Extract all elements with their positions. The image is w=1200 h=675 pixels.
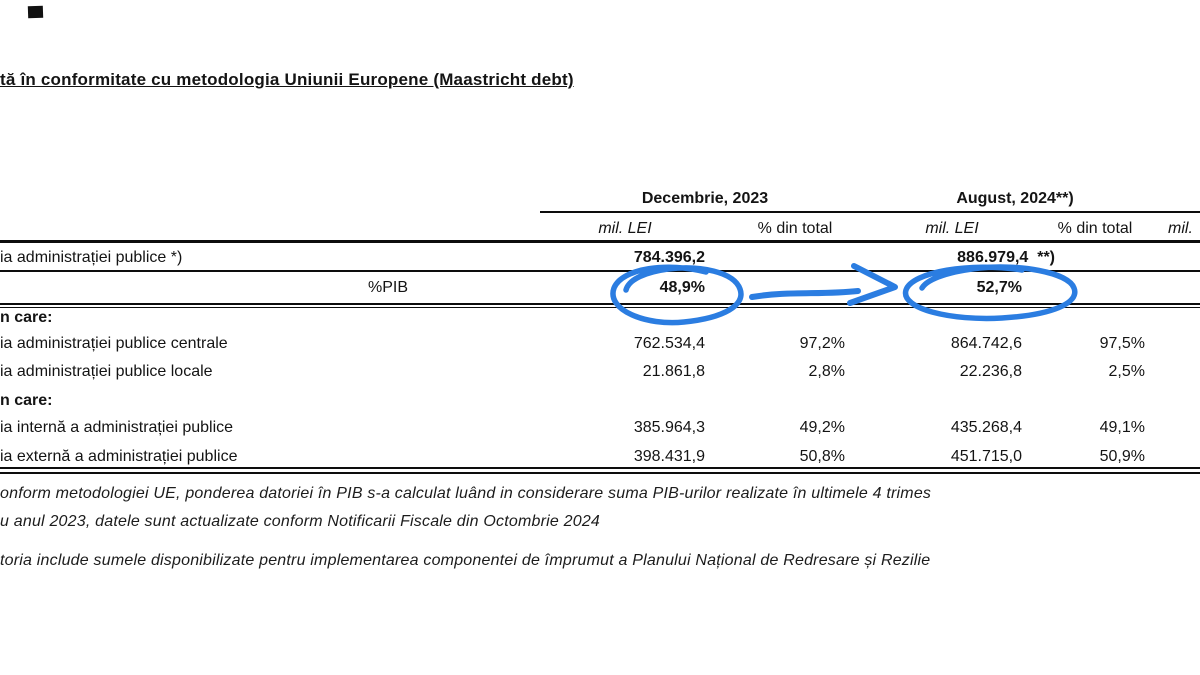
footnote-methodology: onform metodologiei UE, ponderea datorie… <box>0 485 932 502</box>
table-group-header-row: Decembrie, 2023 August, 2024**) <box>0 186 1200 212</box>
row-label: ia externă a administrației publice <box>0 448 238 465</box>
row-label: ia administrației publice *) <box>0 249 183 266</box>
row-label-pib: %PIB <box>368 279 409 296</box>
table-rule-under-group-headers <box>540 211 1200 213</box>
row-label: n care: <box>0 309 53 326</box>
column-header-dec-pct-din-total: % din total <box>757 220 833 237</box>
value-dec-lei: 398.431,9 <box>633 448 705 465</box>
table-row-din-care-1: n care: <box>0 306 1200 330</box>
table-rule-under-pib-row-b <box>0 307 1200 308</box>
table-row-pct-pib: %PIB 48,9% 52,7% <box>0 272 1200 304</box>
value-aug-lei: 886.979,4 **) <box>957 249 1055 266</box>
value-dec-lei: 784.396,2 <box>633 249 705 266</box>
table-rule-bottom-a <box>0 467 1200 469</box>
row-label: ia administrației publice locale <box>0 363 213 380</box>
value-aug-pib-pct: 52,7% <box>976 279 1022 296</box>
row-label: ia administrației publice centrale <box>0 335 228 352</box>
value-dec-lei: 21.861,8 <box>642 363 705 380</box>
value-aug-pct: 97,5% <box>1099 335 1145 352</box>
column-header-aug-mil-lei: mil. LEI <box>925 220 979 237</box>
footnote-fiscal-notification: u anul 2023, datele sunt actualizate con… <box>0 513 601 530</box>
value-dec-pct: 97,2% <box>799 335 845 352</box>
footnote-pnrr: toria include sumele disponibilizate pen… <box>0 552 931 569</box>
value-dec-lei: 385.964,3 <box>633 419 705 436</box>
table-row-publica-locale: ia administrației publice locale 21.861,… <box>0 358 1200 386</box>
table-row-datoria-externa: ia externă a administrației publice 398.… <box>0 444 1200 470</box>
row-label: ia internă a administrației publice <box>0 419 234 436</box>
cropped-glyph-fragment <box>27 5 44 19</box>
value-aug-lei: 864.742,6 <box>950 335 1022 352</box>
value-aug-lei: 451.715,0 <box>950 448 1022 465</box>
table-row-publica-centrale: ia administrației publice centrale 762.5… <box>0 330 1200 358</box>
column-header-dec-mil-lei: mil. LEI <box>598 220 652 237</box>
table-rule-thick-top <box>0 240 1200 243</box>
value-aug-pct: 49,1% <box>1099 419 1145 436</box>
column-group-decembrie-2023: Decembrie, 2023 <box>641 190 769 207</box>
table-row-din-care-2: n care: <box>0 388 1200 414</box>
value-dec-pct: 50,8% <box>799 448 845 465</box>
table-rule-under-pib-row-a <box>0 303 1200 305</box>
page-title: tă în conformitate cu metodologia Uniuni… <box>0 70 574 89</box>
value-aug-lei: 435.268,4 <box>950 419 1022 436</box>
value-aug-lei: 22.236,8 <box>959 363 1022 380</box>
value-dec-pct: 2,8% <box>808 363 845 380</box>
column-header-aug-pct-din-total: % din total <box>1057 220 1133 237</box>
table-subheader-row: mil. LEI % din total mil. LEI % din tota… <box>0 216 1200 241</box>
value-aug-pct: 50,9% <box>1099 448 1145 465</box>
table-row-datoria-publica-total: ia administrației publice *) 784.396,2 8… <box>0 245 1200 271</box>
column-group-august-2024: August, 2024**) <box>956 190 1074 207</box>
value-dec-lei: 762.534,4 <box>633 335 705 352</box>
value-aug-pct: 2,5% <box>1108 363 1145 380</box>
column-header-extra-mil-cropped: mil. <box>1168 220 1193 237</box>
value-dec-pct: 49,2% <box>799 419 845 436</box>
value-dec-pib-pct: 48,9% <box>659 279 705 296</box>
table-row-datoria-interna: ia internă a administrației publice 385.… <box>0 414 1200 442</box>
table-rule-under-total-row <box>0 270 1200 272</box>
row-label: n care: <box>0 392 53 409</box>
table-rule-bottom-b <box>0 472 1200 474</box>
